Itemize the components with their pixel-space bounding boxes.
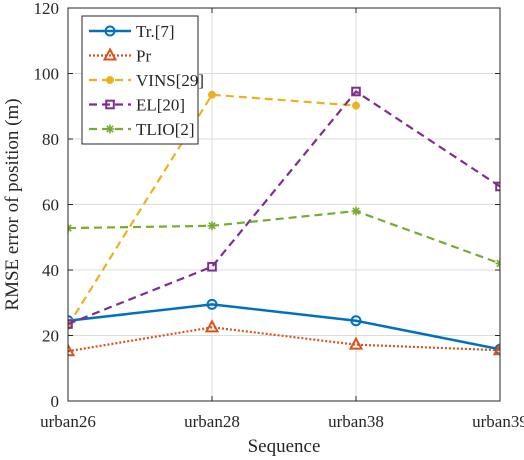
data-point-tlio-2 <box>207 221 217 231</box>
series-layer <box>68 86 500 357</box>
y-tick-label: 80 <box>42 130 59 149</box>
ticks <box>67 7 501 402</box>
legend-label-tr-7: Tr.[7] <box>136 22 175 41</box>
y-tick-labels: 0 20 40 60 80 100 120 <box>34 0 60 411</box>
data-point-vins-29 <box>208 90 216 99</box>
legend-marker-vins-29 <box>106 76 114 84</box>
data-point-pr <box>492 342 500 356</box>
y-tick-label: 40 <box>42 261 59 280</box>
x-axis-label: Sequence <box>248 436 321 457</box>
data-point-tlio-2 <box>351 206 361 216</box>
legend-box <box>81 15 199 145</box>
legend-label-tlio-2: TLIO[2] <box>136 120 195 139</box>
x-tick-label: urban26 <box>40 412 96 431</box>
data-point-el-20 <box>351 86 361 97</box>
legend-marker-tr-7 <box>104 25 116 37</box>
y-tick-label: 20 <box>42 327 59 346</box>
series-line-vins-29 <box>68 93 357 327</box>
data-point-el-20 <box>68 319 73 329</box>
legend-marker-tlio-2 <box>105 124 115 134</box>
data-point-tr-7 <box>494 343 500 355</box>
data-point-el-20 <box>207 261 217 272</box>
series-el-20 <box>68 86 500 329</box>
legend-marker-pr <box>102 47 118 61</box>
series-pr <box>68 319 500 357</box>
data-point-pr <box>68 343 76 357</box>
data-point-pr <box>348 336 364 350</box>
data-point-tr-7 <box>350 315 362 327</box>
legend-label-el-20: EL[20] <box>136 96 185 115</box>
series-line-el-20 <box>68 90 500 326</box>
y-tick-label: 60 <box>42 196 59 215</box>
series-line-tlio-2 <box>68 209 500 265</box>
x-tick-labels: urban26 urban28 urban38 urban39 <box>40 412 524 431</box>
series-line-pr <box>68 326 500 353</box>
y-axis-label: RMSE error of position (m) <box>2 98 23 310</box>
data-point-el-20 <box>495 181 500 192</box>
series-tlio-2 <box>68 206 500 268</box>
series-tr-7 <box>68 298 500 355</box>
data-point-tr-7 <box>206 298 218 310</box>
legend-label-pr: Pr <box>136 47 151 66</box>
series-line-tr-7 <box>68 303 500 351</box>
y-tick-label: 0 <box>51 392 60 411</box>
legend-label-vins-29: VINS[29] <box>136 71 204 90</box>
x-tick-label: urban39 <box>472 412 524 431</box>
y-tick-label: 120 <box>34 0 60 18</box>
y-tick-label: 100 <box>34 65 60 84</box>
legend: Tr.[7] Pr VINS[29] EL[20] TLIO[2] <box>81 15 204 145</box>
legend-marker-el-20 <box>105 99 115 110</box>
data-point-vins-29 <box>352 101 360 110</box>
data-point-pr <box>204 319 220 333</box>
x-tick-label: urban38 <box>328 412 384 431</box>
x-tick-label: urban28 <box>184 412 240 431</box>
